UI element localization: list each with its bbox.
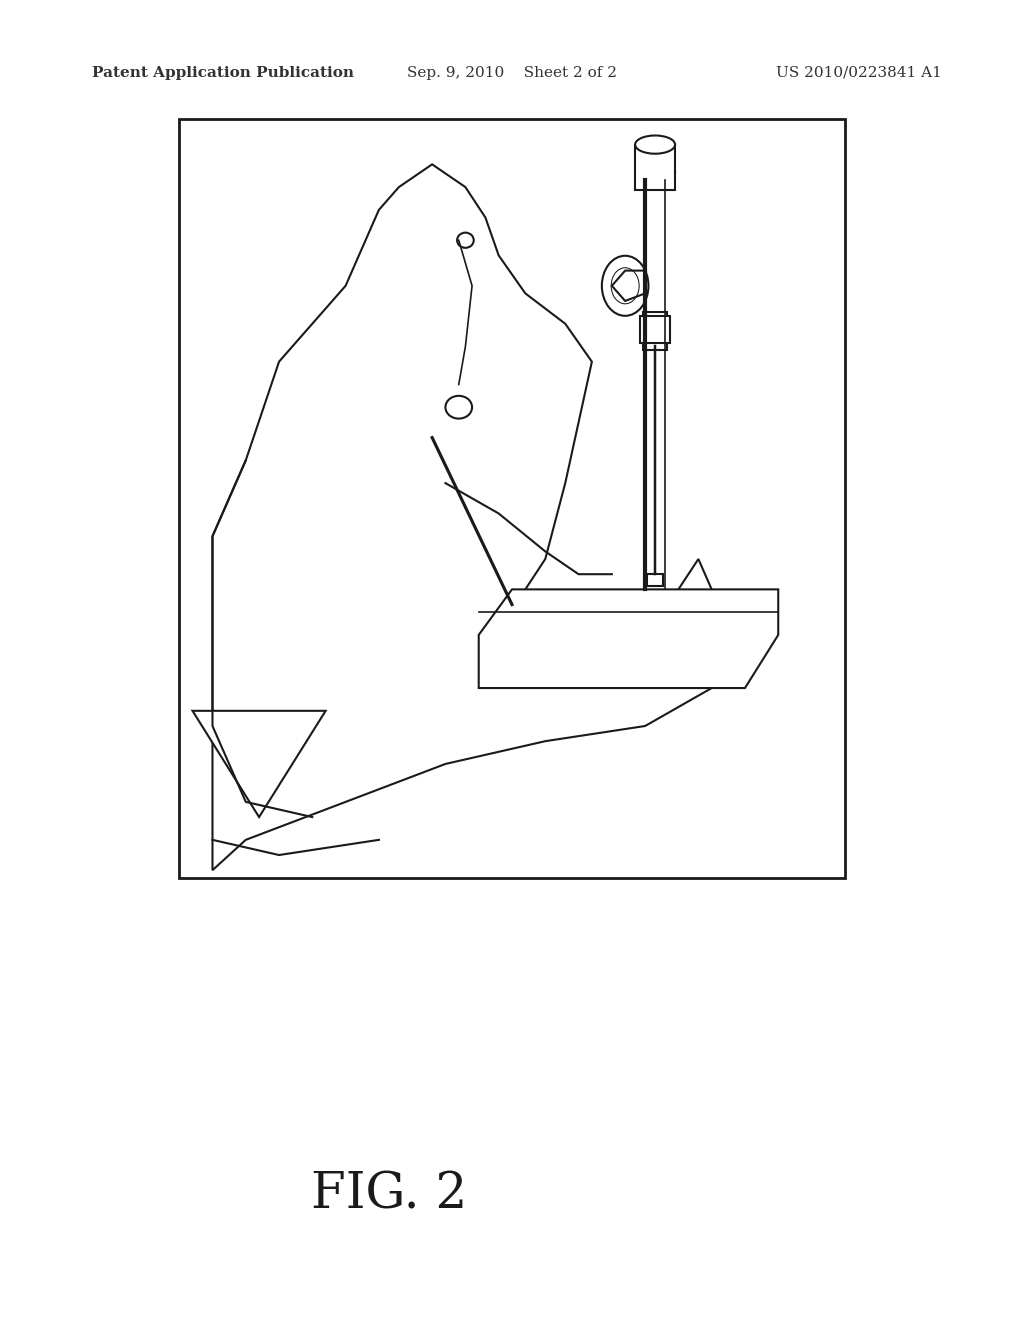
Bar	[640, 317, 670, 343]
Text: Patent Application Publication: Patent Application Publication	[92, 66, 354, 79]
Ellipse shape	[635, 162, 675, 181]
Circle shape	[602, 256, 648, 315]
Circle shape	[611, 268, 639, 304]
Text: FIG. 2: FIG. 2	[311, 1170, 467, 1220]
Bar	[179, 119, 845, 878]
Text: Sep. 9, 2010    Sheet 2 of 2: Sep. 9, 2010 Sheet 2 of 2	[407, 66, 617, 79]
Ellipse shape	[445, 396, 472, 418]
Bar	[647, 574, 664, 586]
Bar	[635, 145, 675, 190]
Text: US 2010/0223841 A1: US 2010/0223841 A1	[776, 66, 942, 79]
PathPatch shape	[213, 165, 725, 870]
PathPatch shape	[479, 589, 778, 688]
Bar	[643, 313, 667, 350]
PathPatch shape	[193, 710, 326, 817]
Ellipse shape	[457, 232, 474, 248]
Ellipse shape	[395, 194, 469, 317]
Ellipse shape	[635, 136, 675, 153]
